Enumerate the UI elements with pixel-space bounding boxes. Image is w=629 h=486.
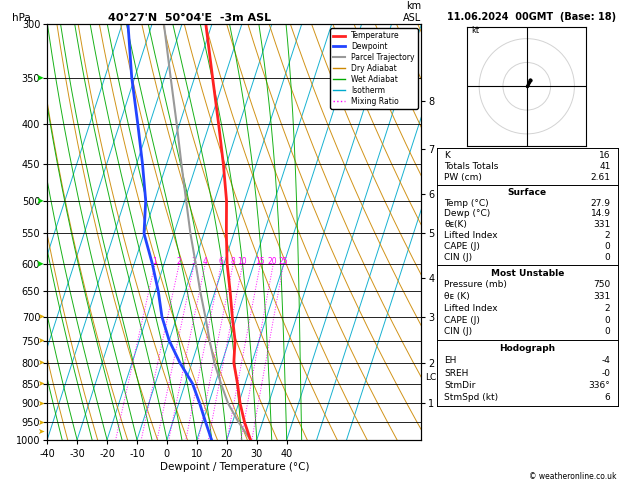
Text: 0: 0 (604, 253, 611, 262)
Text: ➤: ➤ (37, 358, 44, 367)
Text: 0: 0 (604, 316, 611, 325)
Text: 16: 16 (599, 151, 611, 160)
Text: Pressure (mb): Pressure (mb) (444, 280, 507, 289)
Text: PW (cm): PW (cm) (444, 173, 482, 182)
Text: 40°27'N  50°04'E  -3m ASL: 40°27'N 50°04'E -3m ASL (108, 13, 271, 23)
Text: -4: -4 (601, 356, 611, 365)
Text: kt: kt (471, 26, 479, 35)
Text: ➤: ➤ (37, 379, 44, 388)
Legend: Temperature, Dewpoint, Parcel Trajectory, Dry Adiabat, Wet Adiabat, Isotherm, Mi: Temperature, Dewpoint, Parcel Trajectory… (330, 28, 418, 109)
Text: Totals Totals: Totals Totals (444, 162, 499, 171)
Text: 1: 1 (152, 258, 157, 266)
Text: 2.61: 2.61 (591, 173, 611, 182)
Text: 11.06.2024  00GMT  (Base: 18): 11.06.2024 00GMT (Base: 18) (447, 12, 616, 22)
Text: 331: 331 (593, 220, 611, 229)
Text: hPa: hPa (11, 13, 30, 23)
Text: ➤: ➤ (36, 72, 44, 83)
Text: © weatheronline.co.uk: © weatheronline.co.uk (529, 472, 616, 481)
Text: ➤: ➤ (36, 259, 44, 269)
Text: θᴇ (K): θᴇ (K) (444, 292, 470, 301)
Text: 6: 6 (218, 258, 223, 266)
Text: ➤: ➤ (37, 417, 44, 427)
Text: Dewp (°C): Dewp (°C) (444, 209, 491, 218)
Text: 14.9: 14.9 (591, 209, 611, 218)
Text: K: K (444, 151, 450, 160)
Text: km
ASL: km ASL (403, 1, 421, 23)
Text: 2: 2 (176, 258, 181, 266)
Text: 3: 3 (191, 258, 196, 266)
Text: ➤: ➤ (37, 312, 44, 321)
Text: Temp (°C): Temp (°C) (444, 199, 489, 208)
Text: ➤: ➤ (36, 195, 44, 206)
Text: CIN (J): CIN (J) (444, 253, 472, 262)
Text: 0: 0 (604, 242, 611, 251)
Text: 6: 6 (604, 393, 611, 402)
Text: ➤: ➤ (37, 427, 44, 435)
Text: Lifted Index: Lifted Index (444, 231, 498, 240)
Text: θᴇ(K): θᴇ(K) (444, 220, 467, 229)
Text: 25: 25 (278, 258, 288, 266)
Text: LCL: LCL (425, 373, 442, 382)
Text: Lifted Index: Lifted Index (444, 304, 498, 313)
Text: ➤: ➤ (37, 399, 44, 408)
Text: 15: 15 (255, 258, 265, 266)
Text: SREH: SREH (444, 368, 469, 378)
Text: EH: EH (444, 356, 457, 365)
Text: 41: 41 (599, 162, 611, 171)
Text: Surface: Surface (508, 188, 547, 197)
Text: StmSpd (kt): StmSpd (kt) (444, 393, 499, 402)
Text: CAPE (J): CAPE (J) (444, 316, 481, 325)
Text: CAPE (J): CAPE (J) (444, 242, 481, 251)
Text: Most Unstable: Most Unstable (491, 269, 564, 278)
Text: ➤: ➤ (37, 336, 44, 345)
Text: 2: 2 (605, 231, 611, 240)
Text: 4: 4 (203, 258, 207, 266)
Text: 2: 2 (605, 304, 611, 313)
Text: 331: 331 (593, 292, 611, 301)
X-axis label: Dewpoint / Temperature (°C): Dewpoint / Temperature (°C) (160, 462, 309, 471)
Text: 336°: 336° (589, 381, 611, 390)
Text: 27.9: 27.9 (591, 199, 611, 208)
Text: 8: 8 (230, 258, 235, 266)
Text: StmDir: StmDir (444, 381, 476, 390)
Text: 0: 0 (604, 328, 611, 336)
Text: -0: -0 (601, 368, 611, 378)
Text: 20: 20 (268, 258, 277, 266)
Text: 750: 750 (593, 280, 611, 289)
Text: Hodograph: Hodograph (499, 344, 555, 353)
Text: CIN (J): CIN (J) (444, 328, 472, 336)
Y-axis label: Mixing Ratio (g/kg): Mixing Ratio (g/kg) (442, 189, 451, 275)
Text: 10: 10 (237, 258, 247, 266)
